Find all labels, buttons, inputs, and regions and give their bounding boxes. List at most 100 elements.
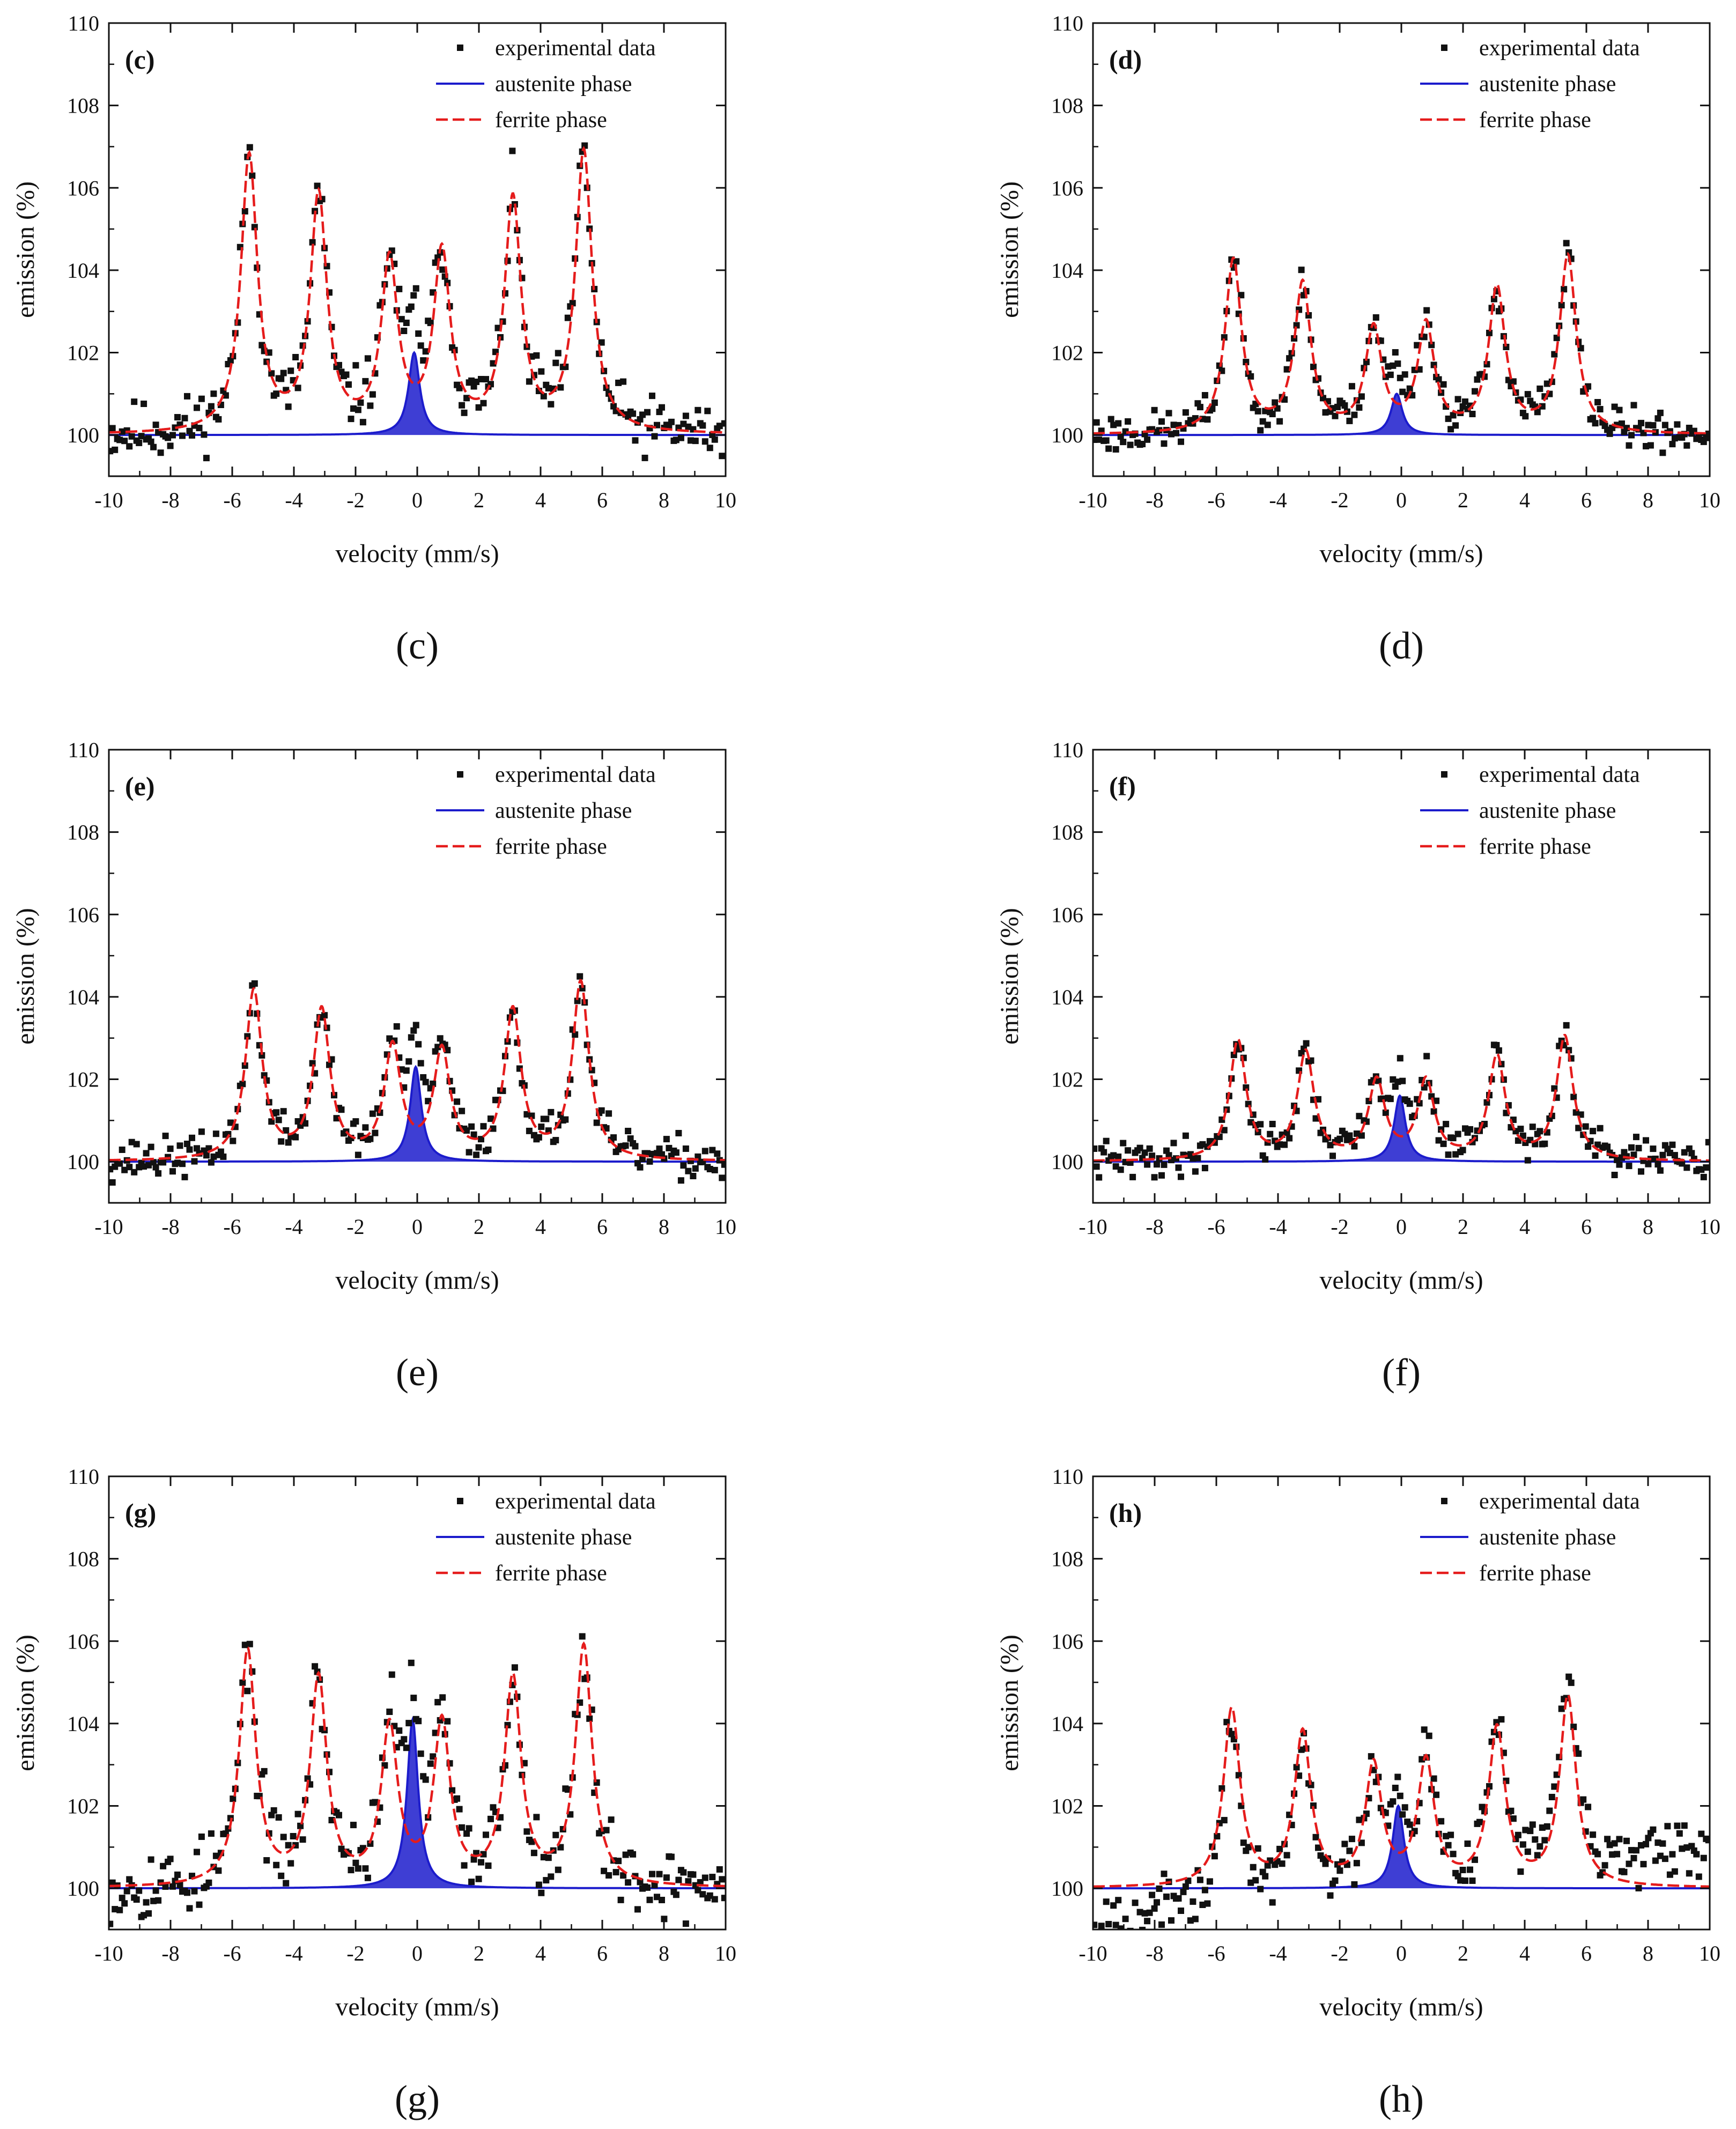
y-axis-label: emission (%) (995, 908, 1024, 1045)
data-point (663, 1136, 670, 1143)
data-point (1257, 1121, 1264, 1128)
data-point (244, 1033, 251, 1040)
data-point (1594, 399, 1601, 405)
panel-caption: (h) (1379, 2078, 1424, 2120)
data-point (1406, 1100, 1413, 1107)
data-point (475, 1875, 482, 1882)
x-tick-label: -2 (346, 488, 364, 512)
data-point (466, 1825, 472, 1832)
data-point (682, 1145, 689, 1152)
data-point (1561, 286, 1568, 293)
legend-experimental: experimental data (1479, 763, 1640, 787)
data-point (485, 1862, 492, 1869)
x-tick-label: 10 (715, 488, 736, 512)
x-tick-label: 6 (1581, 1215, 1592, 1239)
data-point (1151, 1905, 1158, 1912)
data-point (1221, 1127, 1228, 1134)
data-point (131, 398, 138, 405)
data-point (208, 1159, 215, 1166)
data-point (649, 1871, 655, 1877)
data-point (444, 1047, 451, 1054)
legend-data-marker (1441, 1498, 1447, 1504)
data-point (181, 415, 188, 422)
data-point (302, 1120, 309, 1127)
panel-g: -10 -8 -6 -4 -2 0 2 4 6 8 10 100 102 104 106 108 110 velo… (11, 1465, 736, 2120)
x-tick-label: -6 (223, 1215, 241, 1239)
data-point (1399, 1811, 1406, 1818)
data-point (1597, 1125, 1604, 1132)
panel-h: -10 -8 -6 -4 -2 0 2 4 6 8 10 100 102 104 106 108 110 velo… (995, 1465, 1720, 2120)
data-point (444, 1718, 451, 1725)
data-point (685, 1878, 692, 1885)
x-tick-label: -2 (1331, 488, 1348, 512)
data-point (1423, 307, 1430, 314)
y-tick-label: 100 (67, 1150, 99, 1174)
data-point (1329, 1152, 1336, 1159)
data-point (1585, 1803, 1592, 1810)
data-point (564, 314, 571, 321)
data-point (692, 1165, 699, 1172)
data-point (1621, 1868, 1628, 1875)
data-point (625, 1879, 632, 1886)
data-point (649, 393, 655, 400)
data-point (1322, 1860, 1329, 1867)
data-point (646, 1158, 653, 1165)
y-tick-label: 100 (67, 423, 99, 447)
y-tick-label: 110 (1052, 738, 1083, 762)
data-point (405, 1720, 412, 1727)
data-point (473, 1151, 480, 1158)
data-point (348, 416, 354, 423)
data-point (155, 1897, 162, 1904)
data-point (459, 402, 466, 409)
data-point (533, 1814, 540, 1821)
data-point (1565, 1673, 1572, 1680)
data-point (1616, 1161, 1623, 1168)
data-point (1517, 1126, 1524, 1133)
data-point (1156, 1885, 1163, 1892)
data-point (109, 1166, 114, 1173)
data-point (1683, 1164, 1690, 1171)
legend-ferrite: ferrite phase (1479, 1561, 1591, 1586)
data-point (701, 1874, 708, 1881)
x-axis-label: velocity (mm/s) (335, 1266, 499, 1295)
x-tick-label: -8 (1146, 1215, 1163, 1239)
data-point (191, 1158, 198, 1165)
data-point (1346, 1847, 1353, 1854)
data-point (336, 361, 342, 368)
data-point (439, 1694, 446, 1701)
data-point (179, 432, 186, 439)
ferrite-line (1093, 1692, 1710, 1888)
legend-austenite: austenite phase (495, 72, 632, 97)
x-tick-label: -10 (1078, 488, 1107, 512)
plot-area (109, 1633, 726, 1927)
data-point (555, 1866, 562, 1873)
data-point (1633, 1847, 1639, 1854)
data-point (1269, 411, 1276, 417)
data-point (1686, 1870, 1693, 1877)
data-point (637, 1164, 644, 1171)
legend-austenite: austenite phase (1479, 72, 1616, 97)
x-tick-label: -8 (161, 1215, 179, 1239)
data-point (1129, 1940, 1136, 1947)
data-point (109, 1920, 114, 1927)
data-point (577, 973, 583, 980)
data-point (287, 1860, 294, 1867)
data-point (196, 1901, 203, 1908)
legend-experimental: experimental data (495, 763, 656, 787)
x-tick-label: -8 (1146, 488, 1163, 512)
data-point (1563, 240, 1570, 247)
x-tick-label: -6 (223, 488, 241, 512)
data-point (1498, 1716, 1505, 1723)
x-tick-label: 4 (535, 488, 546, 512)
y-tick-label: 108 (67, 94, 99, 118)
data-point (1469, 411, 1476, 417)
data-point (143, 1150, 150, 1157)
data-point (176, 1142, 183, 1149)
data-point (1093, 419, 1100, 426)
data-point (1464, 1840, 1471, 1847)
data-point (1397, 1792, 1403, 1799)
data-point (388, 1671, 395, 1678)
data-point (603, 1827, 610, 1834)
x-tick-label: 4 (1519, 1215, 1530, 1239)
data-point (359, 419, 366, 426)
